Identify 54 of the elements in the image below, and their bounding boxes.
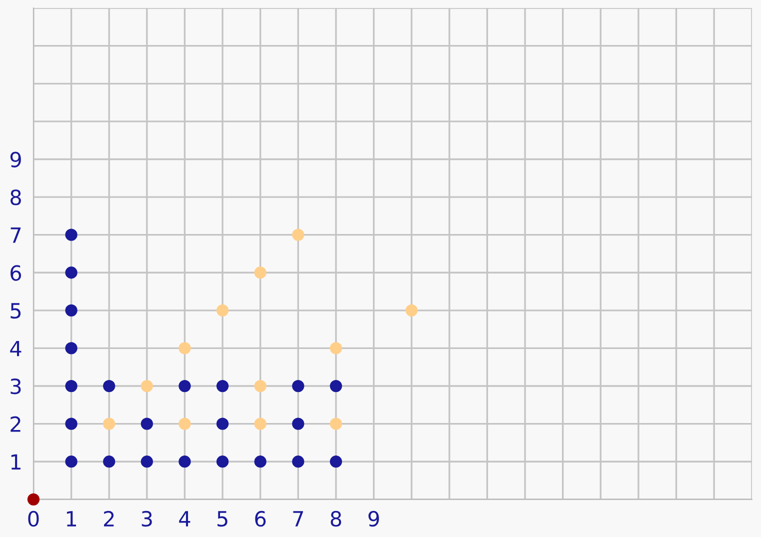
point [216, 456, 229, 468]
x-tick-label: 9 [368, 510, 379, 527]
x-tick-label: 4 [179, 511, 190, 526]
point [330, 342, 342, 354]
y-tick-label: 3 [10, 378, 21, 394]
point [27, 493, 40, 506]
point [178, 418, 191, 430]
point [65, 418, 78, 430]
point [216, 380, 229, 392]
y-tick-label: 2 [10, 416, 20, 432]
x-tick-label: 8 [330, 510, 342, 527]
point [216, 304, 229, 316]
x-tick-label: 1 [66, 511, 76, 526]
x-tick-label: 6 [255, 510, 266, 527]
point [292, 456, 304, 468]
y-tick-label: 9 [10, 152, 21, 168]
point [330, 380, 342, 392]
point [254, 418, 266, 430]
x-tick-label: 7 [293, 511, 303, 526]
y-tick-label: 7 [10, 228, 21, 243]
point [65, 456, 78, 468]
y-tick-label: 8 [10, 189, 21, 206]
y-tick-label: 4 [10, 340, 22, 356]
y-tick-label: 1 [11, 454, 20, 470]
point [140, 418, 153, 430]
point [65, 342, 78, 354]
x-tick-label: 5 [218, 511, 228, 527]
point [140, 380, 153, 392]
point [406, 304, 418, 316]
x-tick-label: 2 [104, 510, 114, 526]
point [178, 456, 191, 468]
point [216, 418, 229, 430]
point [65, 380, 78, 392]
point [330, 456, 342, 468]
point [103, 418, 116, 430]
point [140, 456, 153, 468]
point [103, 380, 116, 392]
point [292, 380, 304, 392]
point [292, 228, 304, 241]
x-tick-label: 0 [28, 510, 39, 527]
point [254, 456, 266, 468]
point [65, 304, 78, 316]
y-tick-label: 6 [10, 265, 22, 281]
y-tick-label: 5 [10, 303, 21, 319]
point [65, 266, 78, 279]
point [254, 380, 266, 392]
point [178, 342, 191, 354]
point [178, 380, 191, 392]
point [103, 456, 116, 468]
point [330, 418, 342, 430]
point [254, 266, 266, 279]
point [292, 418, 304, 430]
x-tick-label: 3 [142, 510, 152, 527]
point [65, 228, 78, 241]
